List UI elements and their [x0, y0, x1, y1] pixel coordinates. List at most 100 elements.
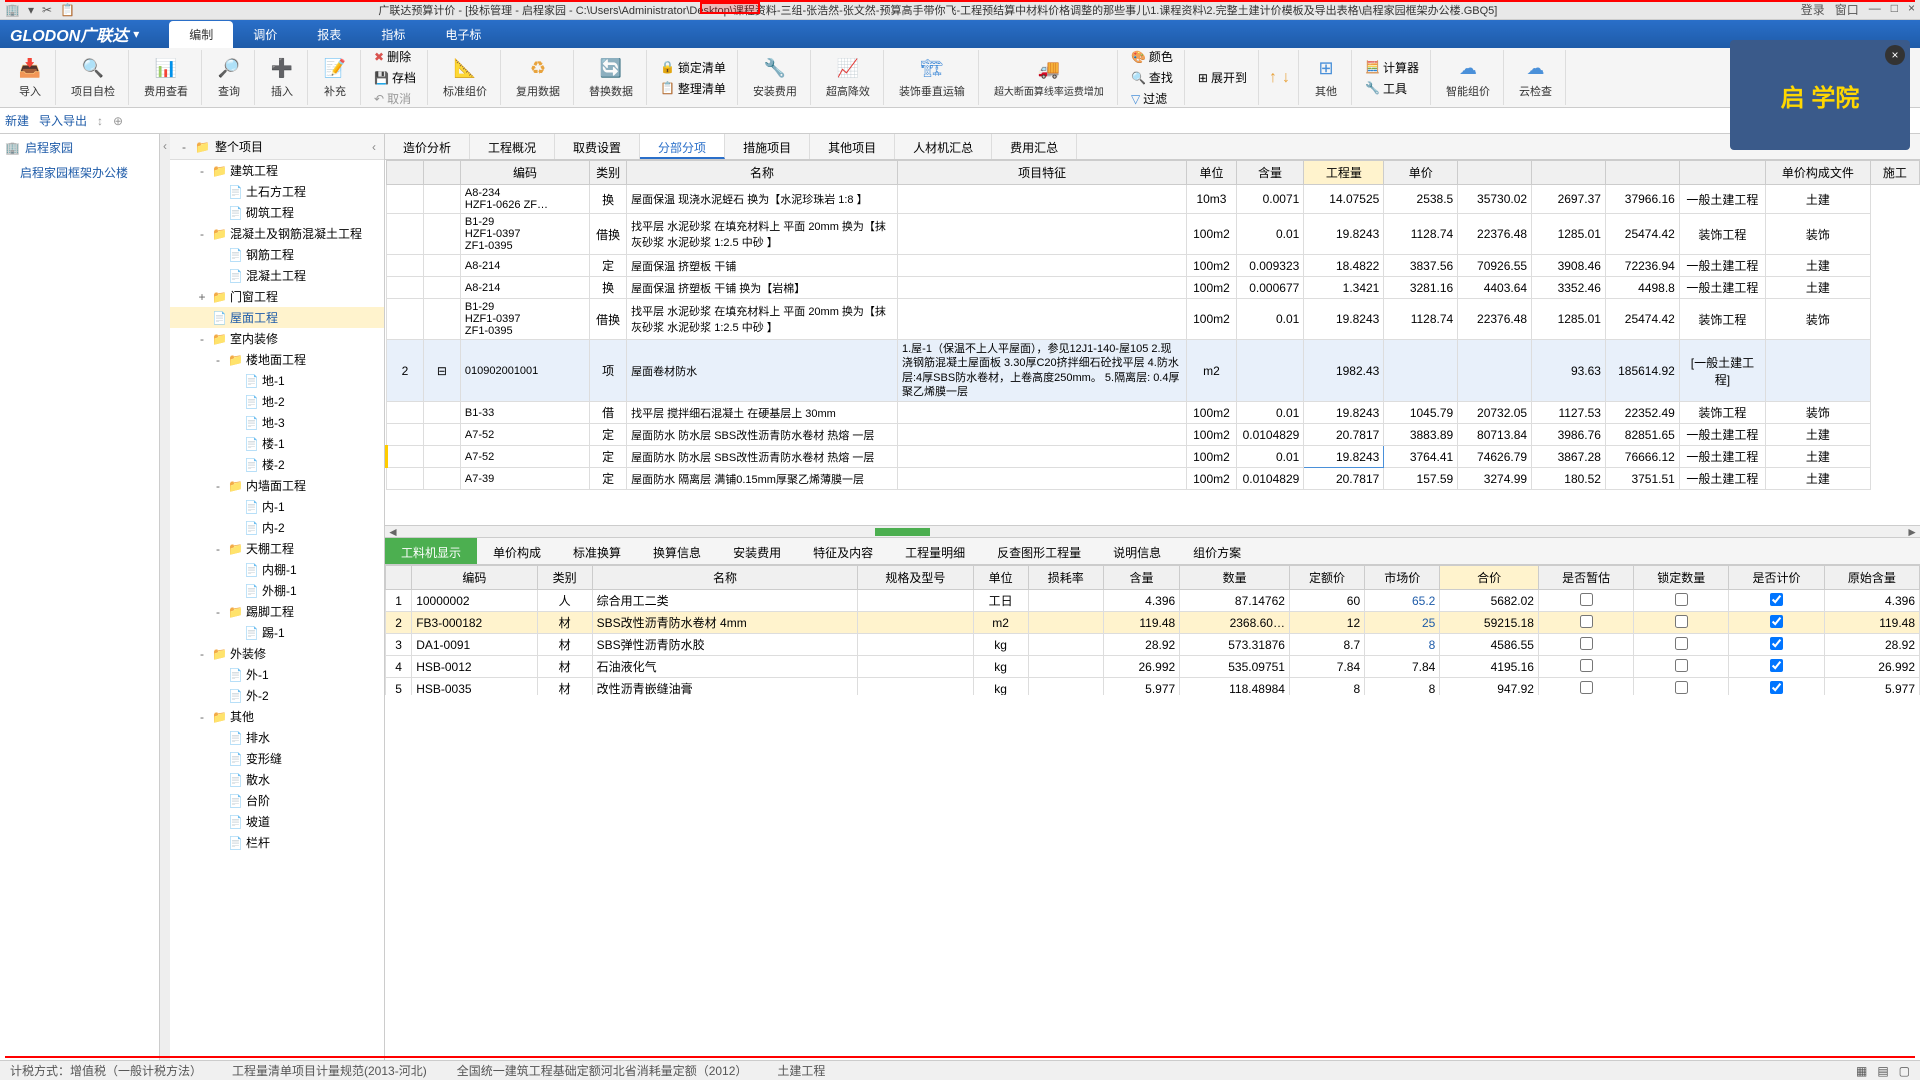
tree-node[interactable]: 📄栏杆	[170, 832, 384, 853]
tree-node[interactable]: 📄楼-2	[170, 454, 384, 475]
find-button[interactable]: 🔍查找	[1128, 68, 1176, 87]
detail-th[interactable]: 是否计价	[1729, 566, 1824, 590]
detail-th[interactable]: 类别	[537, 566, 592, 590]
detail-th[interactable]: 合价	[1440, 566, 1539, 590]
content-tab-4[interactable]: 措施项目	[725, 134, 810, 159]
content-tab-5[interactable]: 其他项目	[810, 134, 895, 159]
sub-tab-3[interactable]: 换算信息	[637, 538, 717, 564]
lock-list-button[interactable]: 🔒锁定清单	[657, 58, 729, 77]
detail-th[interactable]: 含量	[1103, 566, 1179, 590]
sub-tab-2[interactable]: 标准换算	[557, 538, 637, 564]
arrow-up-icon[interactable]: ↑	[1269, 69, 1277, 87]
menu-tab-2[interactable]: 报表	[297, 21, 361, 48]
tree-root-toggle[interactable]: -	[178, 140, 190, 154]
content-tab-3[interactable]: 分部分项	[640, 134, 725, 159]
main-table-row[interactable]: A7-52 定 屋面防水 防水层 SBS改性沥青防水卷材 热熔 一层 100m2…	[387, 424, 1920, 446]
tree-node[interactable]: -📁楼地面工程	[170, 349, 384, 370]
tree-node[interactable]: 📄楼-1	[170, 433, 384, 454]
content-tab-6[interactable]: 人材机汇总	[895, 134, 992, 159]
checkbox[interactable]	[1770, 593, 1783, 606]
cloud-check-button[interactable]: ☁云检查	[1514, 55, 1557, 101]
scroll-left-icon[interactable]: ◄	[387, 525, 399, 539]
tree-node[interactable]: 📄排水	[170, 727, 384, 748]
main-th[interactable]: 单价构成文件	[1766, 161, 1871, 185]
self-check-button[interactable]: 🔍项目自检	[66, 55, 120, 101]
checkbox[interactable]	[1675, 593, 1688, 606]
copy-icon[interactable]: 📋	[60, 3, 75, 17]
tree-node[interactable]: 📄砌筑工程	[170, 202, 384, 223]
main-th[interactable]: 施工	[1870, 161, 1919, 185]
arrow-down-icon[interactable]: ↓	[1282, 69, 1290, 87]
tree-node[interactable]: -📁踢脚工程	[170, 601, 384, 622]
detail-th[interactable]: 名称	[592, 566, 858, 590]
action-icon-2[interactable]: ⊕	[113, 114, 123, 128]
checkbox[interactable]	[1675, 659, 1688, 672]
tree-node[interactable]: 📄踢-1	[170, 622, 384, 643]
save-button[interactable]: 💾存档	[371, 68, 419, 87]
main-th[interactable]: 工程量	[1304, 161, 1384, 185]
expand-button[interactable]: ⊞展开到	[1195, 68, 1250, 87]
video-close-button[interactable]: ×	[1885, 45, 1905, 65]
replace-button[interactable]: 🔄替换数据	[584, 55, 638, 101]
collapse-tree-icon[interactable]: ‹	[372, 140, 376, 154]
checkbox[interactable]	[1580, 659, 1593, 672]
tree-node[interactable]: 📄地-1	[170, 370, 384, 391]
checkbox[interactable]	[1770, 637, 1783, 650]
undo-button[interactable]: ↶取消	[371, 89, 414, 108]
super-eff-button[interactable]: 📈超高降效	[821, 55, 875, 101]
detail-table-row[interactable]: 2 FB3-000182 材 SBS改性沥青防水卷材 4mm m2 119.48…	[386, 612, 1920, 634]
main-table-row[interactable]: A8-214 换 屋面保温 挤塑板 干铺 换为【岩棉】 100m2 0.0006…	[387, 277, 1920, 299]
status-icon-2[interactable]: ▤	[1877, 1064, 1888, 1078]
smart-combo-button[interactable]: ☁智能组价	[1441, 55, 1495, 101]
menu-tab-4[interactable]: 电子标	[425, 21, 501, 48]
cut-icon[interactable]: ✂	[42, 3, 52, 17]
detail-th[interactable]: 损耗率	[1028, 566, 1103, 590]
import-link[interactable]: 导入导出	[39, 112, 87, 129]
tree-node[interactable]: 📄地-3	[170, 412, 384, 433]
tree-node[interactable]: +📁门窗工程	[170, 286, 384, 307]
minimize-button[interactable]: —	[1869, 1, 1881, 18]
checkbox[interactable]	[1770, 659, 1783, 672]
main-th[interactable]: 含量	[1236, 161, 1304, 185]
tree-node[interactable]: 📄混凝土工程	[170, 265, 384, 286]
tree-node[interactable]: 📄外-1	[170, 664, 384, 685]
detail-table-row[interactable]: 5 HSB-0035 材 改性沥青嵌缝油膏 kg 5.977 118.48984…	[386, 678, 1920, 696]
main-table-row[interactable]: B1-29 HZF1-0397 ZF1-0395 借换 找平层 水泥砂浆 在填充…	[387, 299, 1920, 340]
tree-node[interactable]: 📄屋面工程	[170, 307, 384, 328]
deco-edit-button[interactable]: 🏗装饰垂直运输	[894, 55, 970, 101]
tools-button[interactable]: 🔧工具	[1362, 79, 1410, 98]
action-icon-1[interactable]: ↕	[97, 114, 103, 128]
close-button[interactable]: ×	[1908, 1, 1915, 18]
detail-th[interactable]: 数量	[1180, 566, 1290, 590]
sub-tab-8[interactable]: 说明信息	[1097, 538, 1177, 564]
maximize-button[interactable]: □	[1891, 1, 1898, 18]
supplement-button[interactable]: 📝补充	[318, 55, 352, 101]
menu-tab-0[interactable]: 编制	[169, 21, 233, 48]
checkbox[interactable]	[1770, 681, 1783, 694]
tree-node[interactable]: 📄变形缝	[170, 748, 384, 769]
status-icon-1[interactable]: ▦	[1856, 1064, 1867, 1078]
other-button[interactable]: ⊞其他	[1309, 55, 1343, 101]
tree-node[interactable]: -📁建筑工程	[170, 160, 384, 181]
tree-node[interactable]: 📄地-2	[170, 391, 384, 412]
tree-node[interactable]: 📄钢筋工程	[170, 244, 384, 265]
install-fee-button[interactable]: 🔧安装费用	[748, 55, 802, 101]
tree-node[interactable]: -📁内墙面工程	[170, 475, 384, 496]
main-th[interactable]: 类别	[590, 161, 627, 185]
tree-node[interactable]: 📄外棚-1	[170, 580, 384, 601]
detail-th[interactable]: 原始含量	[1824, 566, 1919, 590]
content-tab-2[interactable]: 取费设置	[555, 134, 640, 159]
main-th[interactable]	[1679, 161, 1765, 185]
content-tab-0[interactable]: 造价分析	[385, 134, 470, 159]
main-table-row[interactable]: 2 ⊟ 010902001001 项 屋面卷材防水 1.屋-1（保温不上人平屋面…	[387, 340, 1920, 402]
tree-node[interactable]: -📁室内装修	[170, 328, 384, 349]
detail-th[interactable]: 是否暂估	[1538, 566, 1633, 590]
tree-node[interactable]: -📁混凝土及钢筋混凝土工程	[170, 223, 384, 244]
dropdown-icon[interactable]: ▾	[28, 3, 34, 17]
tree-node[interactable]: 📄外-2	[170, 685, 384, 706]
color-button[interactable]: 🎨颜色	[1128, 47, 1176, 66]
main-th[interactable]	[1458, 161, 1532, 185]
sub-tab-0[interactable]: 工料机显示	[385, 538, 477, 564]
menu-tab-3[interactable]: 指标	[361, 21, 425, 48]
main-table-row[interactable]: B1-29 HZF1-0397 ZF1-0395 借换 找平层 水泥砂浆 在填充…	[387, 214, 1920, 255]
